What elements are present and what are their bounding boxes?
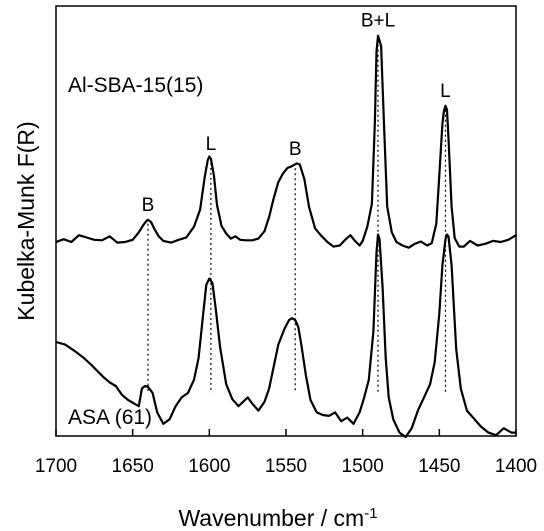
series-label-top: Al-SBA-15(15) (68, 74, 203, 97)
x-ticks: 1700 1650 1600 1550 1500 1450 1400 (35, 429, 537, 477)
x-tick-label-2: 1600 (188, 456, 230, 477)
peak-annotation-4: L (440, 81, 451, 102)
x-tick-label-5: 1450 (418, 456, 460, 477)
x-tick-label-4: 1500 (342, 456, 384, 477)
x-tick-label-6: 1400 (495, 456, 537, 477)
peak-annotation-1: L (206, 134, 217, 155)
x-tick-label-3: 1550 (265, 456, 307, 477)
guide-lines (147, 39, 447, 393)
x-tick-label-1: 1650 (112, 456, 154, 477)
peak-annotation-3: B+L (361, 11, 395, 32)
spectrum-line-bottom (55, 233, 516, 439)
peak-annotation-0: B (142, 195, 155, 216)
x-tick-label-0: 1700 (35, 456, 77, 477)
y-axis-title: Kubelka-Munk F(R) (13, 121, 39, 320)
peak-annotation-2: B (289, 139, 302, 160)
plot-frame (55, 5, 517, 437)
x-axis-title: Wavenumber / cm-1 (178, 505, 377, 531)
spectrum-line-top (55, 34, 517, 249)
peak-annotations: B L B B+L L (142, 11, 451, 216)
x-axis-title-text: Wavenumber / cm (178, 505, 364, 531)
x-axis-title-superscript: -1 (364, 505, 377, 522)
spectra-series (55, 34, 517, 439)
series-label-bottom: ASA (61) (68, 406, 152, 429)
